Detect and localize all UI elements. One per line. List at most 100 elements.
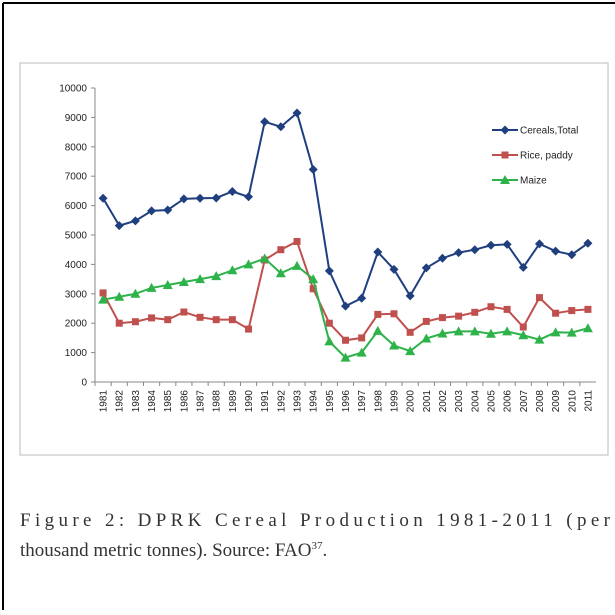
y-tick-label: 8000 [65,142,88,153]
x-tick-label: 2005 [486,390,497,413]
y-tick-label: 5000 [65,231,88,242]
x-tick-label: 1988 [212,390,223,413]
caption-line: Figure 2: DPRK Cereal Production 1981-20… [20,510,611,531]
x-tick-label: 1991 [260,390,271,413]
marker [469,326,480,336]
legend-label: Maize [520,176,547,187]
x-tick-label: 1990 [244,390,255,413]
marker [551,246,561,256]
marker [163,205,173,215]
marker [260,117,270,127]
y-tick-label: 6000 [65,201,88,212]
marker [211,193,221,203]
x-tick-label: 1982 [115,390,126,413]
marker [437,253,447,263]
marker [503,305,511,313]
legend-label: Rice, paddy [520,151,573,162]
x-tick-label: 2003 [454,390,465,413]
marker [196,313,204,321]
y-tick-label: 7000 [65,172,88,183]
caption-line: thousand metric tonnes). Source: FAO37. [20,540,327,561]
marker [470,245,480,255]
marker [98,294,109,304]
marker [195,274,206,284]
marker [437,328,448,338]
marker [308,274,319,284]
marker [212,316,220,324]
marker [259,253,270,263]
marker [388,340,399,350]
caption-superscript: 37 [311,540,323,552]
marker [390,310,398,318]
x-tick-label: 1989 [228,390,239,413]
marker [455,312,463,320]
marker [566,327,577,337]
marker [277,246,285,254]
marker [147,206,157,216]
marker [374,310,382,318]
marker [583,238,593,248]
marker [243,259,254,269]
marker [342,336,349,344]
marker [356,347,367,357]
legend-label: Cereals,Total [520,126,578,137]
marker [487,303,495,311]
marker [453,326,464,336]
x-tick-label: 2000 [406,390,417,413]
marker [454,248,464,258]
marker [308,164,318,174]
marker [485,328,496,338]
x-tick-label: 1985 [163,390,174,413]
marker [535,294,543,302]
x-tick-label: 2001 [422,390,433,413]
marker [372,325,383,335]
legend-marker [500,175,510,184]
marker [244,192,254,202]
marker [584,305,592,313]
marker [180,308,188,316]
marker [130,288,141,298]
marker [324,336,335,346]
marker [582,323,593,333]
marker [114,221,124,231]
x-tick-label: 1987 [196,390,207,413]
marker [373,247,383,257]
y-tick-label: 2000 [65,319,88,330]
x-tick-label: 1986 [179,390,190,413]
y-tick-label: 10000 [59,84,87,95]
marker [502,326,513,336]
marker [211,271,222,281]
x-tick-label: 1995 [325,390,336,413]
y-tick-label: 1000 [65,348,88,359]
x-tick-label: 1992 [276,390,287,413]
marker [324,266,334,276]
x-tick-label: 1996 [341,390,352,413]
marker [115,319,123,327]
marker [389,264,399,274]
marker [179,194,189,204]
marker [148,314,156,322]
chart-frame [19,62,609,456]
caption-tail: . [322,540,327,561]
x-tick-label: 2007 [519,390,530,413]
marker [471,308,479,316]
marker [550,327,561,337]
marker [162,279,173,289]
y-tick-label: 0 [81,378,87,389]
marker [98,193,108,203]
x-tick-label: 2008 [535,390,546,413]
x-tick-label: 1993 [293,390,304,413]
y-tick-label: 9000 [65,113,88,124]
marker [534,334,545,344]
marker [421,333,432,343]
x-tick-label: 1983 [131,390,142,413]
marker [245,325,253,333]
marker [292,260,303,270]
marker [357,293,367,303]
y-tick-label: 3000 [65,289,88,300]
x-tick-label: 1999 [389,390,400,413]
marker [518,330,529,340]
caption-text: thousand metric tonnes). Source: FAO [20,540,311,561]
marker [292,108,302,118]
marker [325,319,333,327]
